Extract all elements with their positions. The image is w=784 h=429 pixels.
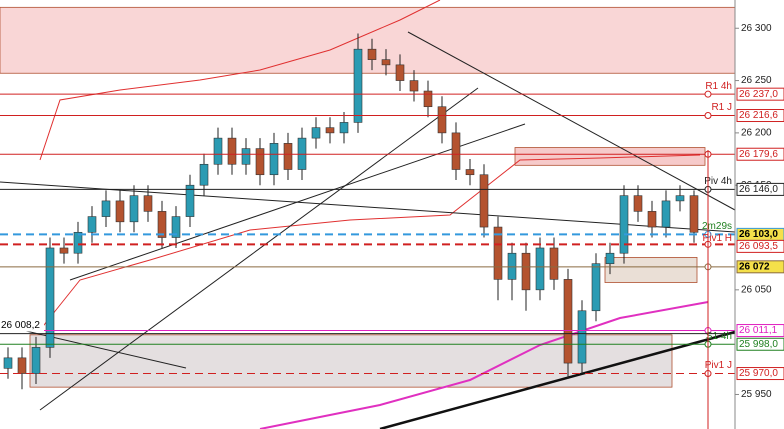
candle-body [591, 263, 601, 312]
candle-body [269, 143, 279, 176]
y-tick-label: 26 250 [741, 75, 772, 86]
ma-upper [39, 0, 441, 161]
ma-lower [39, 154, 701, 331]
zone [0, 6, 736, 74]
candle-body [213, 137, 223, 165]
price-box [736, 239, 784, 253]
level-tag: S1 4h [706, 331, 732, 342]
zone [604, 256, 698, 283]
y-tick-label: 26 200 [741, 128, 772, 139]
candle-body [325, 127, 335, 134]
candle-body [633, 195, 643, 212]
candle-body [647, 211, 657, 228]
candle-body [675, 195, 685, 202]
candle-body [605, 252, 615, 264]
candle-body [367, 48, 377, 60]
zone [29, 334, 673, 388]
candle-body [129, 195, 139, 223]
level-dot [704, 112, 712, 120]
trend-line [69, 123, 526, 281]
candle-body [465, 169, 475, 176]
candle-body [31, 347, 41, 374]
candle-body [535, 247, 545, 291]
candle-body [493, 226, 503, 280]
candle-body [409, 80, 419, 92]
zone [514, 147, 706, 166]
price-label: 26 008,2 [1, 320, 40, 331]
level-tag: 2m29s [702, 221, 732, 232]
price-label: 26 072 [739, 261, 770, 272]
candle-body [661, 200, 671, 228]
candle-body [451, 132, 461, 170]
price-label: 26 011,1 [739, 325, 778, 336]
candle-body [59, 247, 69, 254]
price-label: 26 146,0 [739, 184, 778, 195]
price-box [736, 367, 784, 381]
y-tick-label: 25 950 [741, 389, 772, 400]
candle-body [563, 279, 573, 364]
level-tag: R1 J [711, 102, 732, 113]
price-box [736, 337, 784, 351]
candle-body [87, 216, 97, 233]
candle-body [143, 195, 153, 212]
candle-body [395, 64, 405, 81]
candle-body [45, 247, 55, 348]
price-box [0, 319, 44, 332]
candle-body [339, 122, 349, 134]
price-label: 26 093,5 [739, 241, 778, 252]
y-tick-label: 26 300 [741, 23, 772, 34]
price-label: 25 970,0 [739, 368, 778, 379]
price-label: 25 998,0 [739, 339, 778, 350]
candle-body [115, 200, 125, 223]
candle-body [577, 310, 587, 364]
trend-line [379, 330, 736, 429]
trend-line [407, 31, 736, 211]
price-box [736, 109, 784, 123]
candle-body [353, 48, 363, 123]
candle-body [689, 195, 699, 233]
trend-line [0, 181, 736, 233]
candle-body [3, 357, 13, 369]
candle-body [423, 90, 433, 108]
candle-body [479, 174, 489, 228]
candle-body [17, 357, 27, 374]
candle-body [283, 143, 293, 170]
candle-body [73, 231, 83, 254]
candle-body [101, 200, 111, 217]
level-dot [704, 90, 712, 98]
candle-body [199, 163, 209, 186]
price-label: 26 179,6 [739, 149, 778, 160]
level-tag: Piv1 J [705, 360, 732, 371]
level-tag: Piv1 H [703, 233, 732, 244]
candle-body [381, 59, 391, 66]
candle-body [311, 127, 321, 139]
candle-body [171, 216, 181, 238]
level-tag: R1 4h [705, 81, 732, 92]
level-tag: Piv 4h [704, 176, 732, 187]
candle-body [437, 106, 447, 134]
candle-body [185, 184, 195, 217]
price-box [736, 324, 784, 338]
price-box [736, 87, 784, 101]
trend-line [0, 324, 187, 369]
candle-body [255, 148, 265, 176]
candle-body [507, 252, 517, 280]
price-label: 26 103,0 [739, 229, 778, 240]
price-label: 26 237,0 [739, 89, 778, 100]
ma-pink [259, 301, 709, 429]
trend-line [39, 87, 479, 411]
candle-body [241, 148, 251, 165]
candle-body [549, 247, 559, 280]
price-box [736, 260, 784, 274]
candle-body [619, 195, 629, 254]
price-label: 26 216,6 [739, 110, 778, 121]
y-tick-label: 26 050 [741, 284, 772, 295]
price-box [736, 182, 784, 196]
price-box [736, 147, 784, 161]
candle-body [521, 252, 531, 291]
candle-body [227, 137, 237, 165]
candle-body [157, 211, 167, 238]
